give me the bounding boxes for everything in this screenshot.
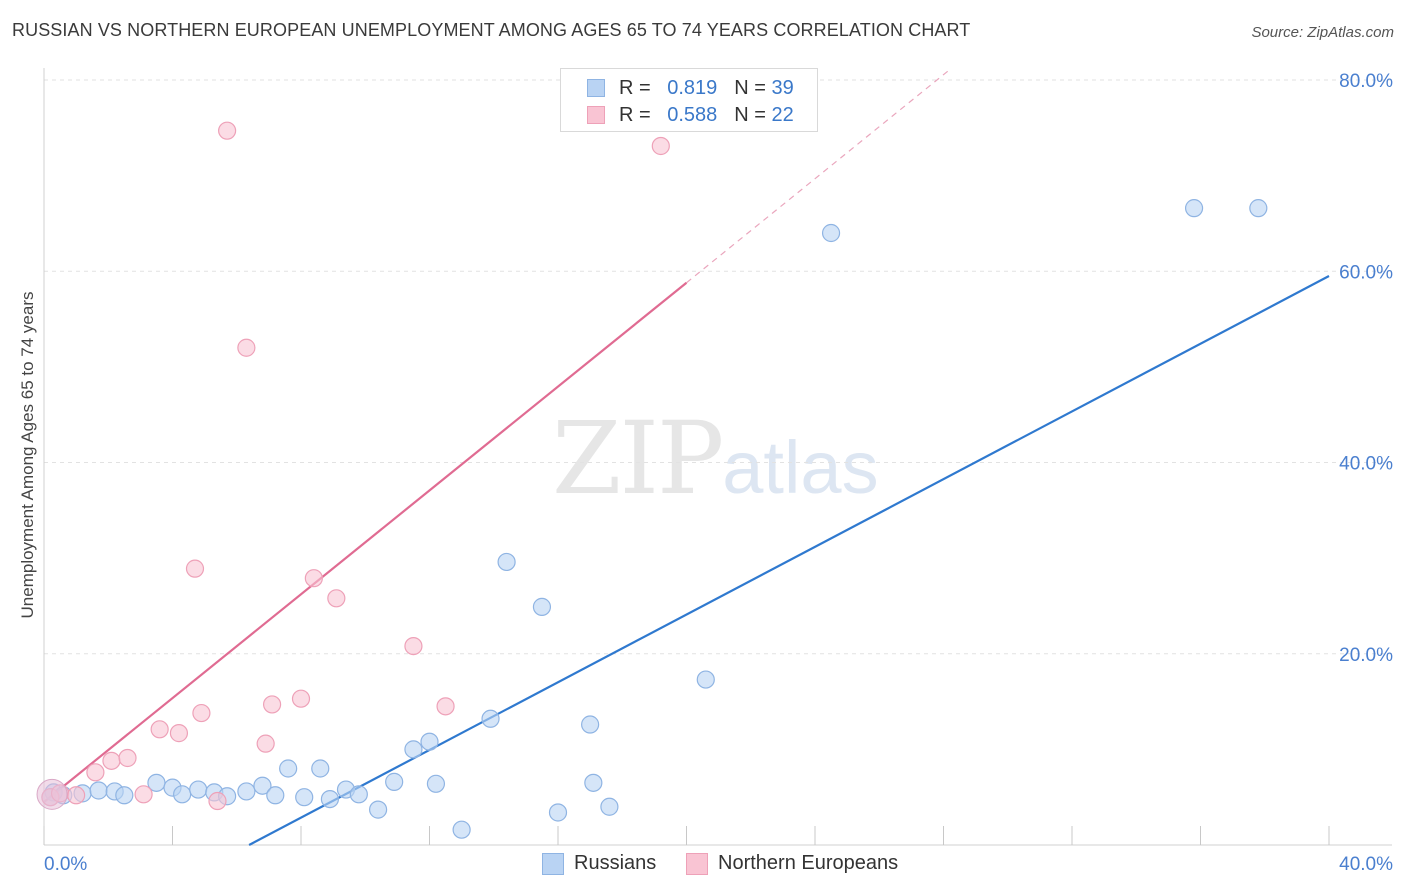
legend-swatch-pink <box>587 106 605 124</box>
legend-row-russians: R = 0.819 N = 39 <box>587 76 794 100</box>
point-northern <box>86 763 105 782</box>
point-russians <box>1249 199 1268 218</box>
point-russians <box>821 223 841 243</box>
chart-title: RUSSIAN VS NORTHERN EUROPEAN UNEMPLOYMEN… <box>12 20 971 40</box>
point-russians <box>532 597 552 616</box>
point-russians <box>295 788 314 807</box>
y-tick-label: 80.0% <box>1339 71 1393 92</box>
point-russians <box>320 789 340 809</box>
legend-n-label: N = <box>734 76 766 99</box>
point-russians <box>420 732 439 751</box>
point-northern <box>291 689 311 708</box>
point-northern <box>404 636 423 656</box>
point-northern <box>150 720 169 739</box>
point-russians <box>385 772 404 791</box>
x-tick-label: 40.0% <box>1339 854 1393 875</box>
axes <box>43 68 1392 846</box>
point-northern <box>262 695 282 714</box>
point-russians <box>581 715 600 734</box>
trend-line-russians <box>248 275 1330 846</box>
point-russians <box>452 820 471 839</box>
point-northern <box>192 703 211 723</box>
bottom-swatch-blue <box>542 852 564 875</box>
point-russians <box>497 552 516 572</box>
point-russians <box>369 800 388 819</box>
legend-r-value: 0.588 <box>667 103 718 126</box>
tick-labels: 20.0% 40.0% 60.0% 80.0% 0.0% 40.0% <box>44 71 1393 875</box>
point-russians <box>266 786 285 805</box>
trend-line-northern-extension <box>686 69 951 284</box>
point-russians <box>404 740 423 759</box>
point-northern <box>67 786 86 805</box>
point-russians <box>349 785 368 804</box>
point-russians <box>89 781 108 800</box>
point-northern <box>102 751 121 770</box>
point-russians <box>600 797 619 816</box>
legend-n-value: 22 <box>771 103 794 126</box>
source-credit: Source: ZipAtlas.com <box>1251 24 1394 41</box>
point-northern <box>436 697 455 716</box>
point-northern <box>185 559 205 578</box>
y-tick-label: 20.0% <box>1339 645 1393 666</box>
watermark-zip: ZIP <box>552 400 724 517</box>
point-northern <box>256 734 275 753</box>
legend-r-value: 0.819 <box>667 76 718 99</box>
point-russians <box>696 670 715 689</box>
point-russians <box>173 785 192 804</box>
legend-n-label: N = <box>734 103 766 126</box>
watermark-atlas: atlas <box>722 426 879 509</box>
bottom-legend-northern-label: Northern Europeans <box>718 852 899 874</box>
bottom-swatch-pink <box>686 852 708 875</box>
point-russians <box>426 774 446 793</box>
point-russians <box>548 803 568 822</box>
legend-n-value: 39 <box>771 76 794 99</box>
point-russians <box>237 782 256 801</box>
y-tick-label: 40.0% <box>1339 454 1393 475</box>
correlation-legend: R = 0.819 N = 39 R = 0.588 N = 22 <box>560 68 818 132</box>
bottom-legend-northern: Northern Europeans <box>686 852 898 875</box>
legend-r-label: R = <box>619 76 651 99</box>
trend-lines <box>43 69 1330 846</box>
legend-swatch-blue <box>587 79 605 97</box>
point-russians <box>279 759 298 778</box>
point-russians <box>189 780 208 799</box>
point-russians <box>481 709 500 728</box>
gridlines <box>44 79 1392 655</box>
point-northern <box>134 785 153 804</box>
point-russians <box>115 786 134 805</box>
point-russians <box>311 759 330 778</box>
trend-line-northern <box>43 281 688 803</box>
point-northern <box>118 748 137 768</box>
point-northern <box>169 724 189 743</box>
point-russians <box>253 776 272 795</box>
point-cluster-origin <box>36 778 68 810</box>
data-points <box>36 121 1268 839</box>
point-russians <box>1184 199 1204 218</box>
point-northern <box>304 569 323 588</box>
point-northern <box>327 589 346 608</box>
watermark: ZIPatlas <box>552 400 879 517</box>
y-tick-label: 60.0% <box>1339 262 1393 283</box>
point-northern <box>651 136 670 156</box>
bottom-legend-russians: Russians <box>542 852 656 875</box>
bottom-legend-russians-label: Russians <box>574 852 657 874</box>
point-northern <box>208 791 227 811</box>
point-northern <box>237 338 256 357</box>
point-northern <box>218 121 237 140</box>
point-russians <box>584 773 603 792</box>
x-tick-label: 0.0% <box>44 854 87 875</box>
legend-row-northern: R = 0.588 N = 22 <box>587 103 794 127</box>
legend-r-label: R = <box>619 103 651 126</box>
